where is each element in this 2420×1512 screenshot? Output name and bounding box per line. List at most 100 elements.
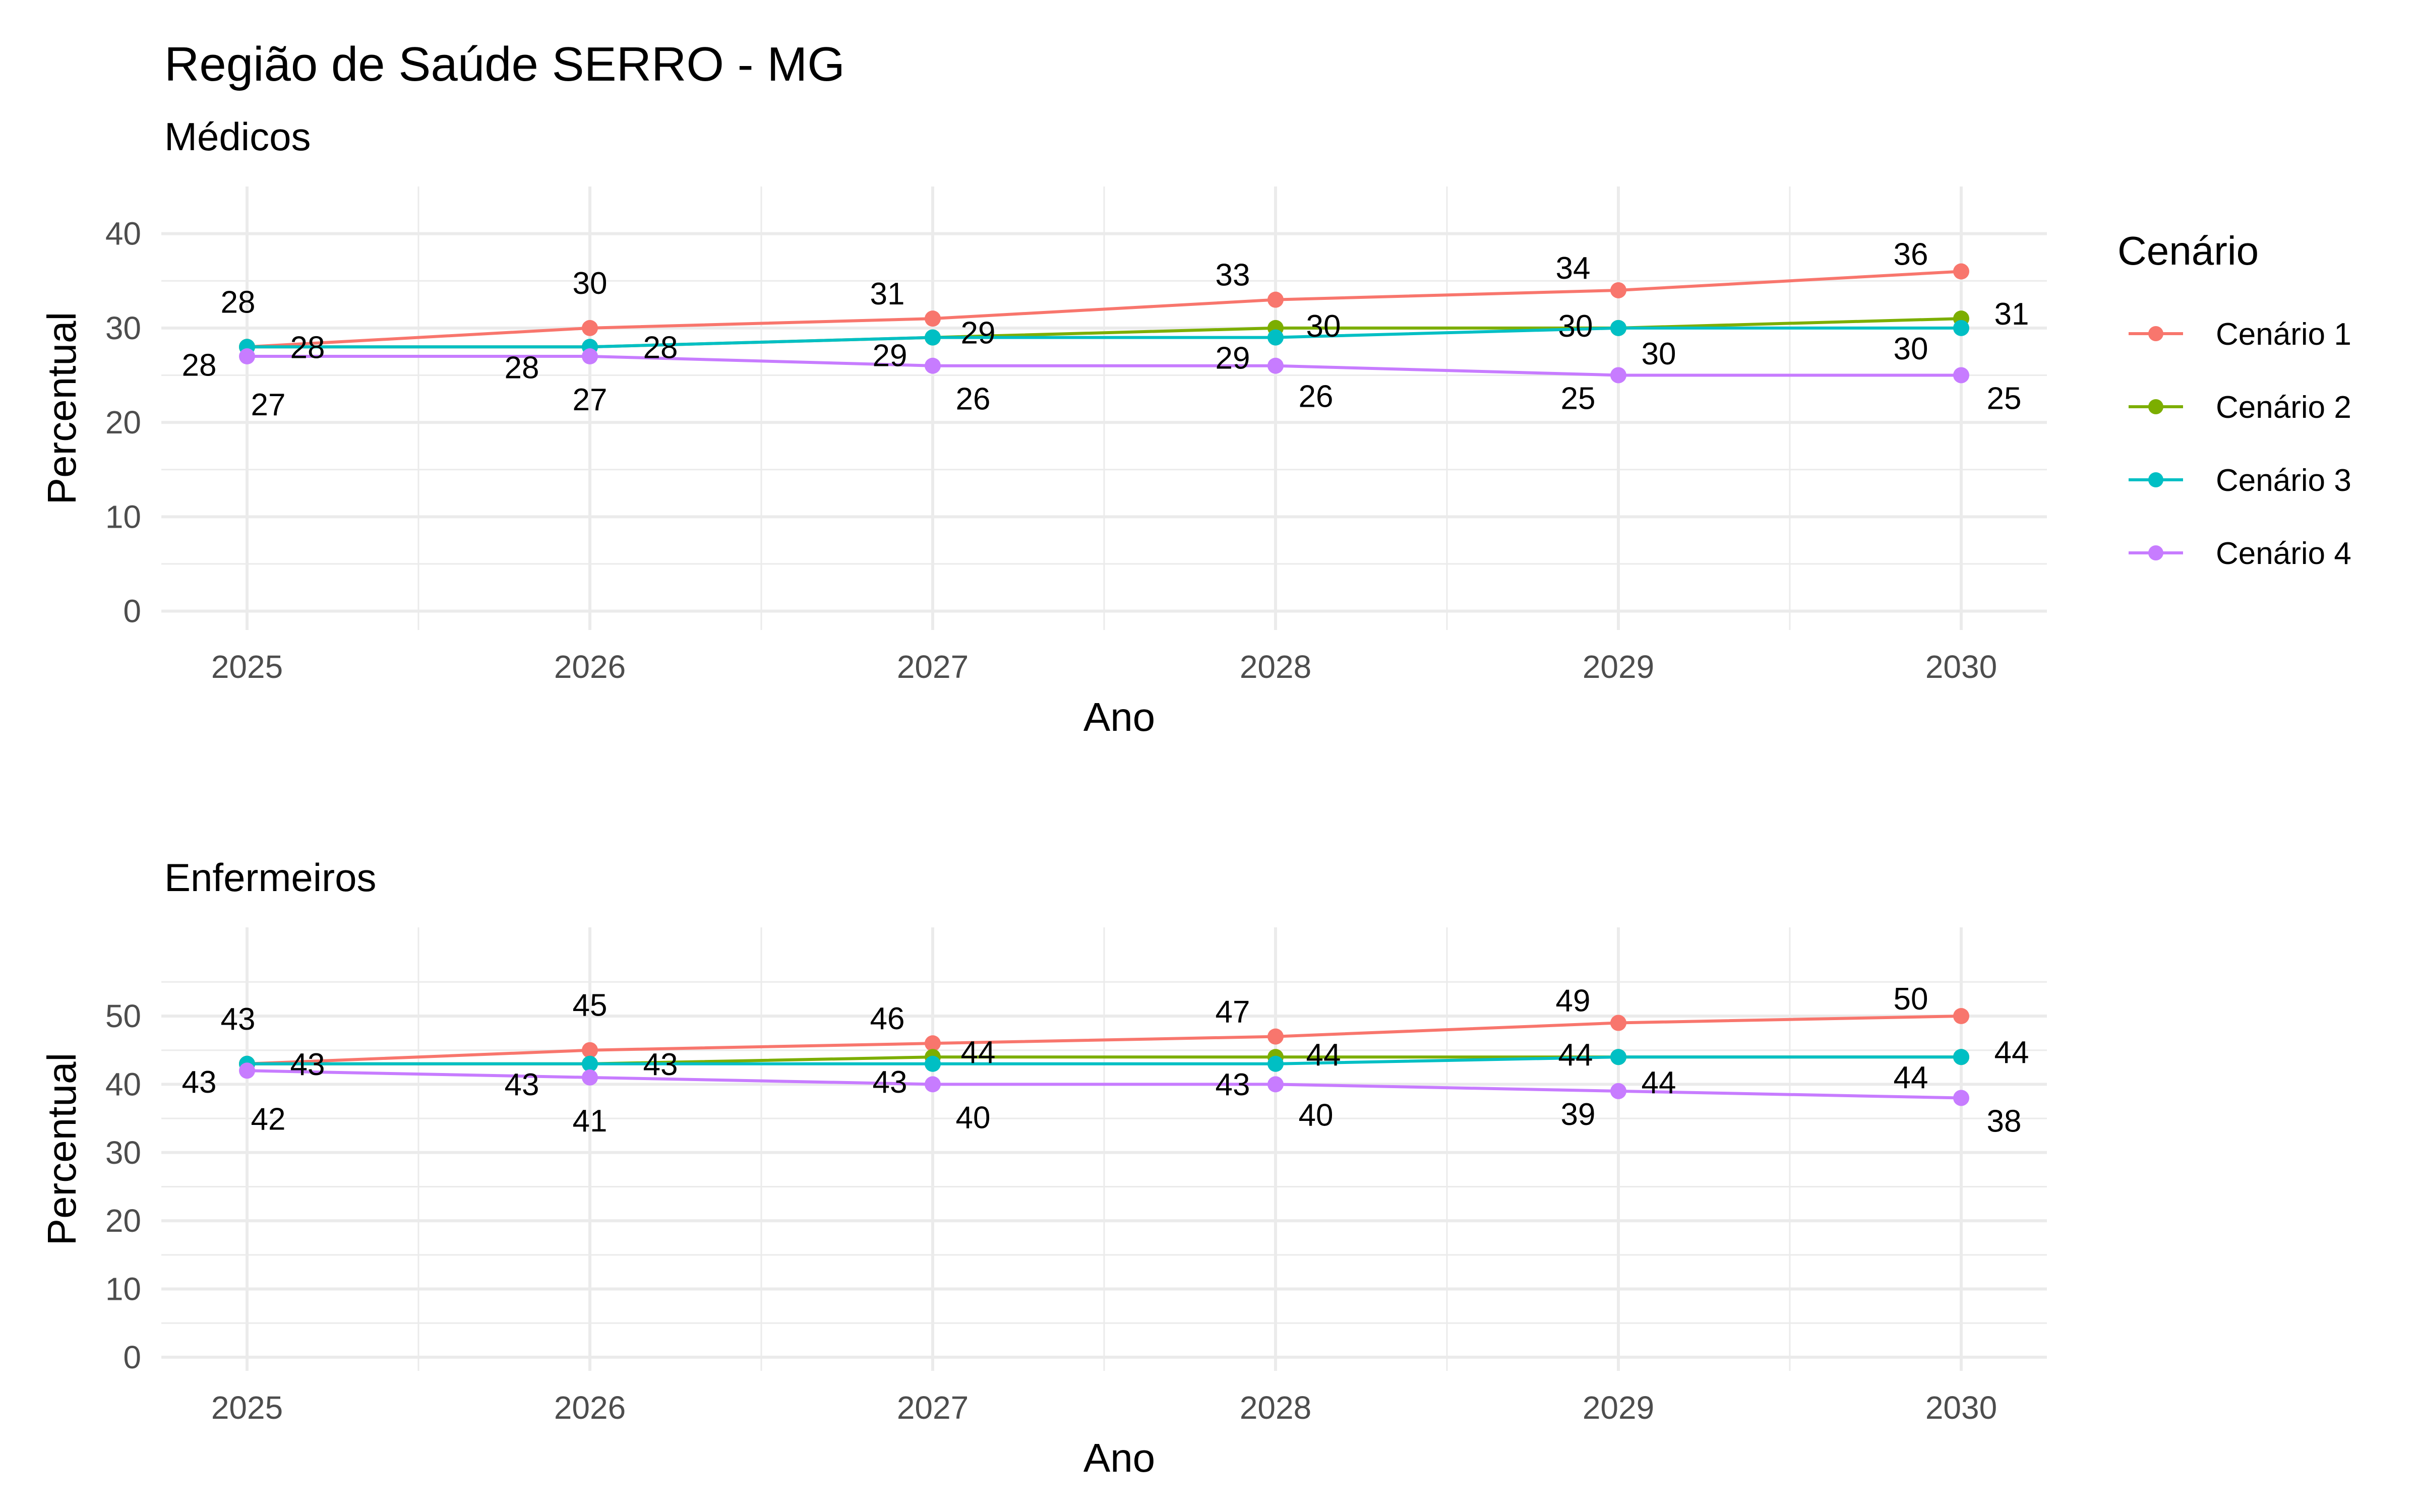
x-tick-label: 2026: [554, 1390, 626, 1426]
data-label: 44: [1994, 1035, 2029, 1070]
data-point: [925, 1076, 941, 1093]
data-point: [1610, 320, 1626, 336]
data-label: 29: [1216, 341, 1250, 376]
data-label: 28: [221, 285, 256, 320]
y-tick-label: 0: [123, 1339, 141, 1375]
data-label: 26: [956, 382, 991, 417]
legend-label: Cenário 4: [2216, 536, 2351, 571]
data-point: [1267, 1076, 1284, 1093]
legend-label: Cenário 1: [2216, 317, 2351, 352]
x-axis-title: Ano: [1083, 1435, 1155, 1480]
x-tick-label: 2027: [897, 1390, 969, 1426]
data-label: 25: [1987, 381, 2022, 416]
legend-key-point: [2148, 545, 2163, 560]
data-label: 43: [221, 1002, 256, 1037]
data-point: [582, 348, 598, 365]
legend-key-point: [2148, 399, 2163, 414]
data-label: 41: [573, 1104, 608, 1139]
series-line-3: [247, 326, 1961, 349]
grid: [161, 186, 2047, 630]
data-label: 43: [505, 1067, 539, 1102]
data-label: 28: [182, 348, 217, 383]
data-point: [239, 1062, 255, 1079]
x-tick-label: 2030: [1925, 649, 1997, 685]
series-line-4: [247, 1069, 1962, 1100]
legend-key-point: [2148, 326, 2163, 341]
data-label: 45: [573, 988, 608, 1023]
data-label: 27: [251, 388, 286, 422]
data-label: 43: [643, 1047, 678, 1082]
series-group: [239, 1008, 1969, 1106]
legend-item: Cenário 2: [2129, 390, 2351, 425]
data-label: 29: [961, 316, 996, 351]
data-label: 44: [1642, 1065, 1676, 1100]
data-label: 28: [290, 330, 325, 365]
data-point: [1953, 320, 1969, 336]
y-tick-label: 40: [105, 1066, 141, 1102]
data-label: 30: [1642, 337, 1676, 371]
data-point: [1267, 291, 1284, 308]
y-tick-label: 20: [105, 404, 141, 440]
data-point: [582, 1042, 598, 1058]
x-tick-label: 2026: [554, 649, 626, 685]
legend-item: Cenário 3: [2129, 463, 2351, 498]
data-label: 28: [505, 350, 539, 385]
legend-label: Cenário 3: [2216, 463, 2351, 498]
data-label: 43: [873, 1065, 908, 1100]
legend-key-point: [2148, 472, 2163, 487]
y-axis-title: Percentual: [39, 312, 84, 505]
y-tick-label: 30: [105, 310, 141, 346]
data-label: 38: [1987, 1104, 2022, 1139]
x-tick-label: 2029: [1583, 649, 1654, 685]
data-label: 30: [1894, 332, 1928, 366]
data-label: 28: [643, 330, 678, 365]
data-label: 44: [1306, 1038, 1341, 1073]
data-point: [925, 310, 941, 327]
x-axis-title: Ano: [1083, 695, 1155, 739]
data-label: 33: [1216, 258, 1250, 293]
data-label: 43: [290, 1047, 325, 1082]
data-point: [582, 1069, 598, 1086]
data-label: 42: [251, 1102, 286, 1137]
series-line-1: [247, 1015, 1962, 1065]
data-label: 30: [1306, 309, 1341, 344]
series-line-3: [247, 1055, 1961, 1065]
data-label: 26: [1299, 380, 1334, 414]
x-tick-label: 2030: [1925, 1390, 1997, 1426]
y-tick-label: 10: [105, 498, 141, 535]
y-tick-label: 50: [105, 998, 141, 1034]
panel-subtitle: Enfermeiros: [164, 855, 376, 900]
series-line-4: [247, 355, 1961, 377]
data-point: [1267, 1028, 1284, 1045]
data-point: [1953, 1008, 1969, 1024]
data-label: 46: [870, 1001, 905, 1036]
data-point: [1610, 1049, 1626, 1065]
data-point: [1610, 1015, 1626, 1031]
data-label: 43: [1216, 1067, 1250, 1102]
legend-label: Cenário 2: [2216, 390, 2351, 425]
data-point: [239, 348, 255, 365]
grid: [161, 927, 2047, 1371]
data-label: 31: [1994, 297, 2029, 332]
data-label: 44: [1558, 1038, 1593, 1073]
data-label: 36: [1894, 237, 1928, 272]
series-group: [239, 263, 1969, 384]
data-point: [582, 320, 598, 336]
x-tick-label: 2028: [1240, 649, 1311, 685]
data-label: 44: [961, 1035, 996, 1070]
data-label: 43: [182, 1065, 217, 1100]
legend-item: Cenário 1: [2129, 317, 2351, 352]
series-line-1: [247, 270, 1962, 349]
y-tick-label: 20: [105, 1203, 141, 1239]
data-point: [925, 329, 941, 346]
y-axis-title: Percentual: [39, 1053, 84, 1245]
data-point: [1610, 367, 1626, 384]
data-label: 49: [1556, 984, 1591, 1019]
y-tick-label: 10: [105, 1271, 141, 1307]
data-point: [1267, 1055, 1284, 1072]
